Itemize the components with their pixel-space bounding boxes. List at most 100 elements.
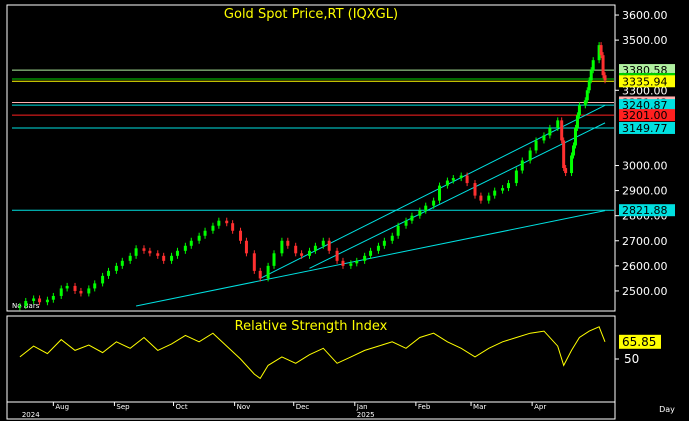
candle-body [87, 288, 91, 294]
time-axis-panel [6, 401, 616, 420]
candle-body [225, 220, 229, 224]
candle-body [432, 200, 436, 206]
level-value-box [619, 121, 675, 134]
candle-body [142, 248, 146, 251]
month-label: Dec [296, 403, 310, 411]
candle-body [390, 235, 394, 241]
candle-body [231, 223, 235, 231]
rsi-y-tick-label: 50 [624, 352, 639, 366]
candle-body [396, 225, 400, 236]
month-label: Oct [176, 403, 188, 411]
level-value-box [619, 75, 675, 88]
year-label: 2025 [357, 411, 375, 419]
candle-body [327, 240, 331, 251]
candle-body [266, 265, 270, 279]
candle-body [101, 275, 105, 284]
candle-body [148, 250, 152, 254]
candle-body [587, 80, 591, 91]
level-value-label: 3201.00 [622, 109, 668, 122]
candle-body [585, 90, 589, 101]
candle-body [24, 300, 28, 306]
candle-body [487, 195, 491, 201]
month-label: Jan [356, 403, 368, 411]
candle-body [286, 240, 290, 246]
candle-body [38, 298, 42, 303]
candle-body [376, 245, 380, 251]
month-label: Mar [473, 403, 486, 411]
candle-body [424, 205, 428, 211]
rsi-value-box [619, 334, 661, 349]
candle-body [93, 283, 97, 289]
price-y-tick-label: 2700.00 [622, 235, 668, 248]
candle-body [128, 255, 132, 261]
candle-body [252, 253, 256, 271]
candle-body [562, 140, 566, 169]
candle-body [300, 253, 304, 256]
candle-body [170, 255, 174, 261]
level-value-label: 3335.94 [622, 75, 668, 88]
candle-body [197, 235, 201, 241]
rsi-value-label: 65.85 [622, 335, 656, 349]
candle-body [59, 288, 63, 296]
candle-body [363, 255, 367, 261]
month-label: Nov [237, 403, 251, 411]
price-y-tick-label: 3600.00 [622, 9, 668, 22]
candle-body [410, 215, 414, 221]
candle-body [156, 253, 160, 256]
interval-label: Day [659, 405, 675, 414]
price-y-tick-label: 3500.00 [622, 34, 668, 47]
year-label: 2024 [22, 411, 40, 419]
candle-body [445, 180, 449, 186]
level-value-box [619, 204, 675, 217]
candle-body [341, 260, 345, 266]
rsi-layer [19, 326, 606, 380]
candle-body [244, 240, 248, 254]
candle-body [575, 115, 579, 128]
candle-body [589, 70, 593, 81]
price-chart-title: Gold Spot Price,RT (IQXGL) [224, 7, 398, 22]
candle-body [597, 45, 601, 61]
candle-body [572, 145, 576, 156]
candle-body [65, 285, 69, 289]
candle-body [534, 140, 538, 151]
candle-body [501, 188, 505, 191]
price-layer [12, 42, 614, 311]
candle-body [335, 250, 339, 261]
candle-body [382, 240, 386, 246]
level-value-box [619, 109, 675, 122]
level-value-box [619, 99, 675, 112]
candle-body [73, 285, 77, 291]
candle-body [32, 298, 36, 301]
candle-body [114, 265, 118, 271]
price-y-tick-label: 2600.00 [622, 260, 668, 273]
candle-body [479, 195, 483, 201]
price-y-tick-label: 2500.00 [622, 285, 668, 298]
candle-body [556, 120, 560, 128]
price-panel [6, 4, 616, 312]
candle-body [51, 295, 55, 300]
level-value-label: 2821.88 [622, 204, 668, 217]
candle-body [528, 150, 532, 161]
candle-body [514, 170, 518, 184]
candle-body [560, 120, 564, 141]
candle-body [211, 225, 215, 231]
candle-body [79, 290, 83, 294]
price-y-tick-label: 3000.00 [622, 160, 668, 173]
candle-body [107, 270, 111, 276]
candle-body [321, 240, 325, 246]
candle-body [355, 260, 359, 264]
candle-body [162, 255, 166, 261]
candle-body [18, 305, 22, 308]
trendline [260, 104, 606, 279]
candle-body [280, 240, 284, 254]
rsi-chart-title: Relative Strength Index [235, 319, 388, 334]
candle-body [217, 220, 221, 226]
candle-body [601, 55, 605, 76]
candle-body [577, 105, 581, 116]
candle-body [272, 253, 276, 266]
candle-body [599, 45, 603, 56]
candle-body [369, 250, 373, 256]
candle-body [189, 240, 193, 246]
trendline [309, 122, 606, 269]
